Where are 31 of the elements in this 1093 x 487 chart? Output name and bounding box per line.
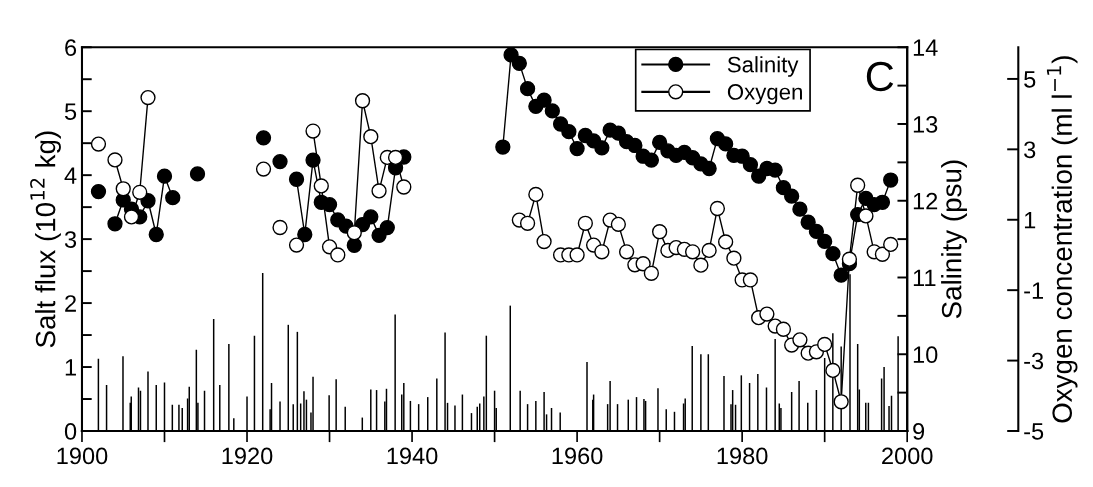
legend-label: Oxygen	[727, 84, 802, 105]
y-tick-label: 2	[65, 295, 76, 312]
y-tick-label: 3	[64, 231, 77, 248]
y2-tick-label: 10	[913, 346, 938, 364]
y-tick-label: 4	[64, 167, 77, 184]
y3-tick-label: -1	[1024, 282, 1043, 299]
annotation: C	[866, 61, 894, 92]
x-tick-label: 1940	[387, 447, 438, 465]
y3-tick-label: 5	[1024, 71, 1036, 88]
y2-tick-label: 9	[913, 423, 925, 440]
y3-tick-label: 1	[1024, 212, 1036, 229]
y3-axis-title: Oxygen concentration (ml l$^{−1}$)	[1046, 56, 1078, 423]
x-tick-label: 2000	[882, 447, 933, 465]
legend-label: Salinity	[727, 56, 799, 77]
y2-tick-label: 13	[913, 116, 938, 133]
y3-tick-label: 3	[1024, 141, 1036, 159]
y-tick-label: 0	[64, 423, 77, 440]
y2-tick-label: 11	[913, 269, 936, 287]
y2-axis-title: Salinity (psu)	[941, 160, 967, 319]
y3-tick-label: -3	[1024, 352, 1044, 370]
y-tick-label: 1	[65, 359, 76, 376]
y2-tick-label: 14	[913, 39, 938, 56]
y3-tick-label: -5	[1024, 423, 1044, 440]
x-tick-label: 1920	[222, 447, 273, 465]
x-tick-label: 1900	[57, 447, 108, 465]
y-axis-title: Salt flux (10$^{12}$ kg)	[30, 131, 61, 348]
x-tick-label: 1980	[717, 447, 768, 465]
x-tick-label: 1960	[552, 447, 603, 465]
y-tick-label: 5	[64, 103, 77, 120]
y-tick-label: 6	[65, 39, 77, 57]
y2-tick-label: 12	[913, 192, 938, 210]
